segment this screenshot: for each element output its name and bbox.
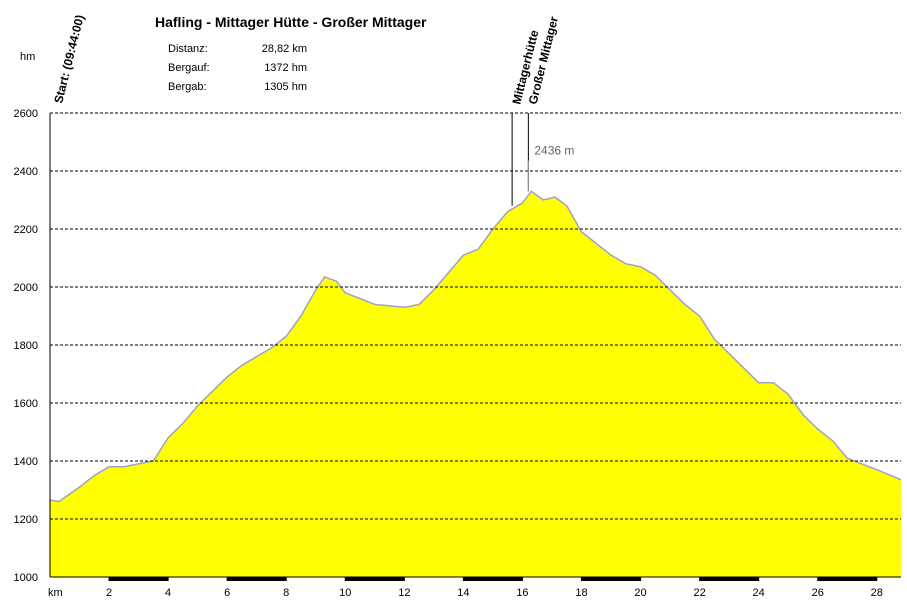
scale-bar	[699, 577, 759, 581]
y-tick-label: 1200	[14, 514, 38, 526]
scale-bar	[817, 577, 877, 581]
chart-title: Hafling - Mittager Hütte - Großer Mittag…	[155, 14, 427, 30]
x-tick-label: 6	[224, 587, 230, 599]
peak-label: 2436 m	[534, 144, 574, 158]
scale-bar	[463, 577, 523, 581]
x-tick-label: 4	[165, 587, 171, 599]
y-tick-label: 2400	[14, 166, 38, 178]
x-tick-label: 2	[106, 587, 112, 599]
stat-value: 1372 hm	[264, 62, 307, 74]
scale-bar	[227, 577, 287, 581]
x-tick-label: 8	[283, 587, 289, 599]
x-tick-label: 28	[871, 587, 883, 599]
x-axis-label: km	[48, 587, 63, 599]
x-tick-label: 18	[575, 587, 587, 599]
elevation-line	[49, 190, 902, 503]
stat-label: Distanz:	[168, 43, 208, 55]
y-tick-label: 1600	[14, 398, 38, 410]
start-label: Start: (09:44:00)	[51, 13, 87, 104]
x-tick-label: 12	[398, 587, 410, 599]
x-tick-label: 14	[457, 587, 469, 599]
scale-bar	[109, 577, 169, 581]
stat-label: Bergauf:	[168, 62, 210, 74]
x-tick-label: 24	[753, 587, 765, 599]
y-tick-label: 1400	[14, 456, 38, 468]
x-tick-label: 26	[812, 587, 824, 599]
y-tick-label: 1000	[14, 572, 38, 584]
stat-value: 28,82 km	[262, 43, 307, 55]
stat-value: 1305 hm	[264, 81, 307, 93]
elevation-area	[50, 191, 901, 578]
x-tick-label: 16	[516, 587, 528, 599]
y-tick-label: 2200	[14, 224, 38, 236]
x-tick-label: 22	[693, 587, 705, 599]
scale-bar	[345, 577, 405, 581]
y-tick-label: 2000	[14, 282, 38, 294]
x-tick-label: 10	[339, 587, 351, 599]
scale-bar	[581, 577, 641, 581]
x-tick-label: 20	[634, 587, 646, 599]
y-tick-label: 2600	[14, 108, 38, 120]
y-axis-label: hm	[20, 51, 35, 63]
stat-label: Bergab:	[168, 81, 207, 93]
y-tick-label: 1800	[14, 340, 38, 352]
